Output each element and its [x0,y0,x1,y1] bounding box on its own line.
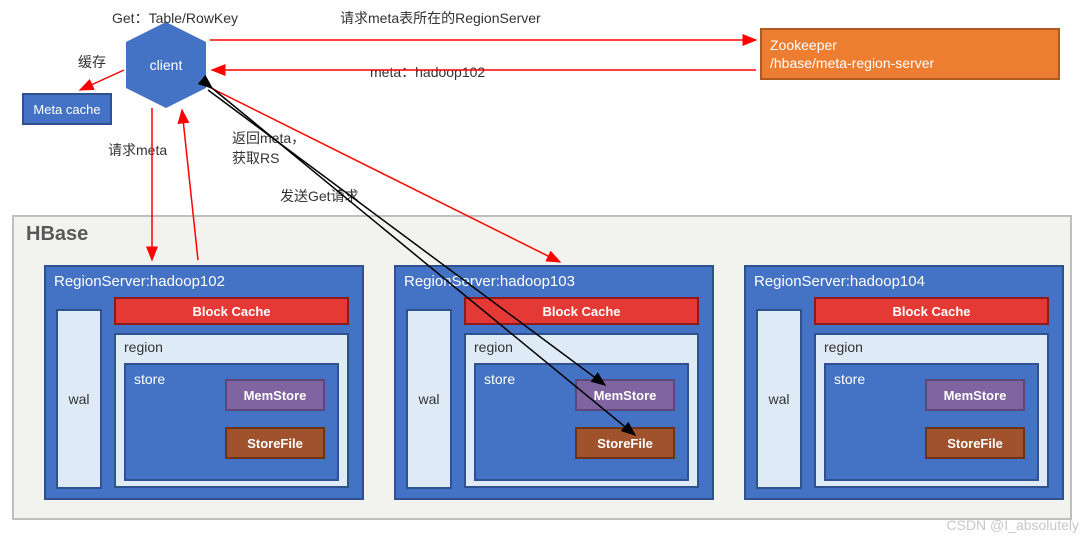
rs2-block-cache: Block Cache [464,297,699,325]
region-server-2: RegionServer:hadoop103 wal Block Cache r… [394,265,714,500]
label-req-meta: 请求meta [108,140,167,160]
region-label: region [824,339,863,355]
watermark: CSDN @I_absolutely [947,517,1080,533]
label-ret-meta: 返回meta， [232,128,305,148]
region-server-3: RegionServer:hadoop104 wal Block Cache r… [744,265,1064,500]
rs1-memstore: MemStore [225,379,325,411]
label-send-get: 发送Get请求 [280,186,359,206]
rs1-storefile: StoreFile [225,427,325,459]
region-label: region [124,339,163,355]
zookeeper-box: Zookeeper /hbase/meta-region-server [760,28,1060,80]
store-label: store [484,371,515,387]
rs3-block-cache: Block Cache [814,297,1049,325]
rs2-wal: wal [406,309,452,489]
client-label: client [150,57,183,73]
rs3-wal: wal [756,309,802,489]
rs3-region: region store MemStore StoreFile [814,333,1049,488]
client-node: client [126,42,206,88]
rs3-store: store MemStore StoreFile [824,363,1039,481]
rs2-title: RegionServer:hadoop103 [404,273,704,290]
label-req-meta-rs: 请求meta表所在的RegionServer [340,8,541,28]
rs1-title: RegionServer:hadoop102 [54,273,354,290]
hbase-container: HBase RegionServer:hadoop102 wal Block C… [12,215,1072,520]
label-get: Get：Table/RowKey [112,8,238,28]
rs1-region: region store MemStore StoreFile [114,333,349,488]
rs3-storefile: StoreFile [925,427,1025,459]
rs3-memstore: MemStore [925,379,1025,411]
zk-line1: Zookeeper [770,36,837,54]
rs2-memstore: MemStore [575,379,675,411]
label-cache: 缓存 [78,52,106,72]
zk-line2: /hbase/meta-region-server [770,54,934,72]
store-label: store [834,371,865,387]
rs2-store: store MemStore StoreFile [474,363,689,481]
rs2-storefile: StoreFile [575,427,675,459]
rs1-store: store MemStore StoreFile [124,363,339,481]
hbase-title: HBase [26,223,88,246]
rs1-block-cache: Block Cache [114,297,349,325]
meta-cache-box: Meta cache [22,93,112,125]
meta-cache-label: Meta cache [33,102,100,117]
rs3-title: RegionServer:hadoop104 [754,273,1054,290]
rs2-region: region store MemStore StoreFile [464,333,699,488]
region-server-1: RegionServer:hadoop102 wal Block Cache r… [44,265,364,500]
label-get-rs: 获取RS [232,148,279,168]
rs1-wal: wal [56,309,102,489]
label-meta-resp: meta：hadoop102 [370,62,485,82]
region-label: region [474,339,513,355]
store-label: store [134,371,165,387]
